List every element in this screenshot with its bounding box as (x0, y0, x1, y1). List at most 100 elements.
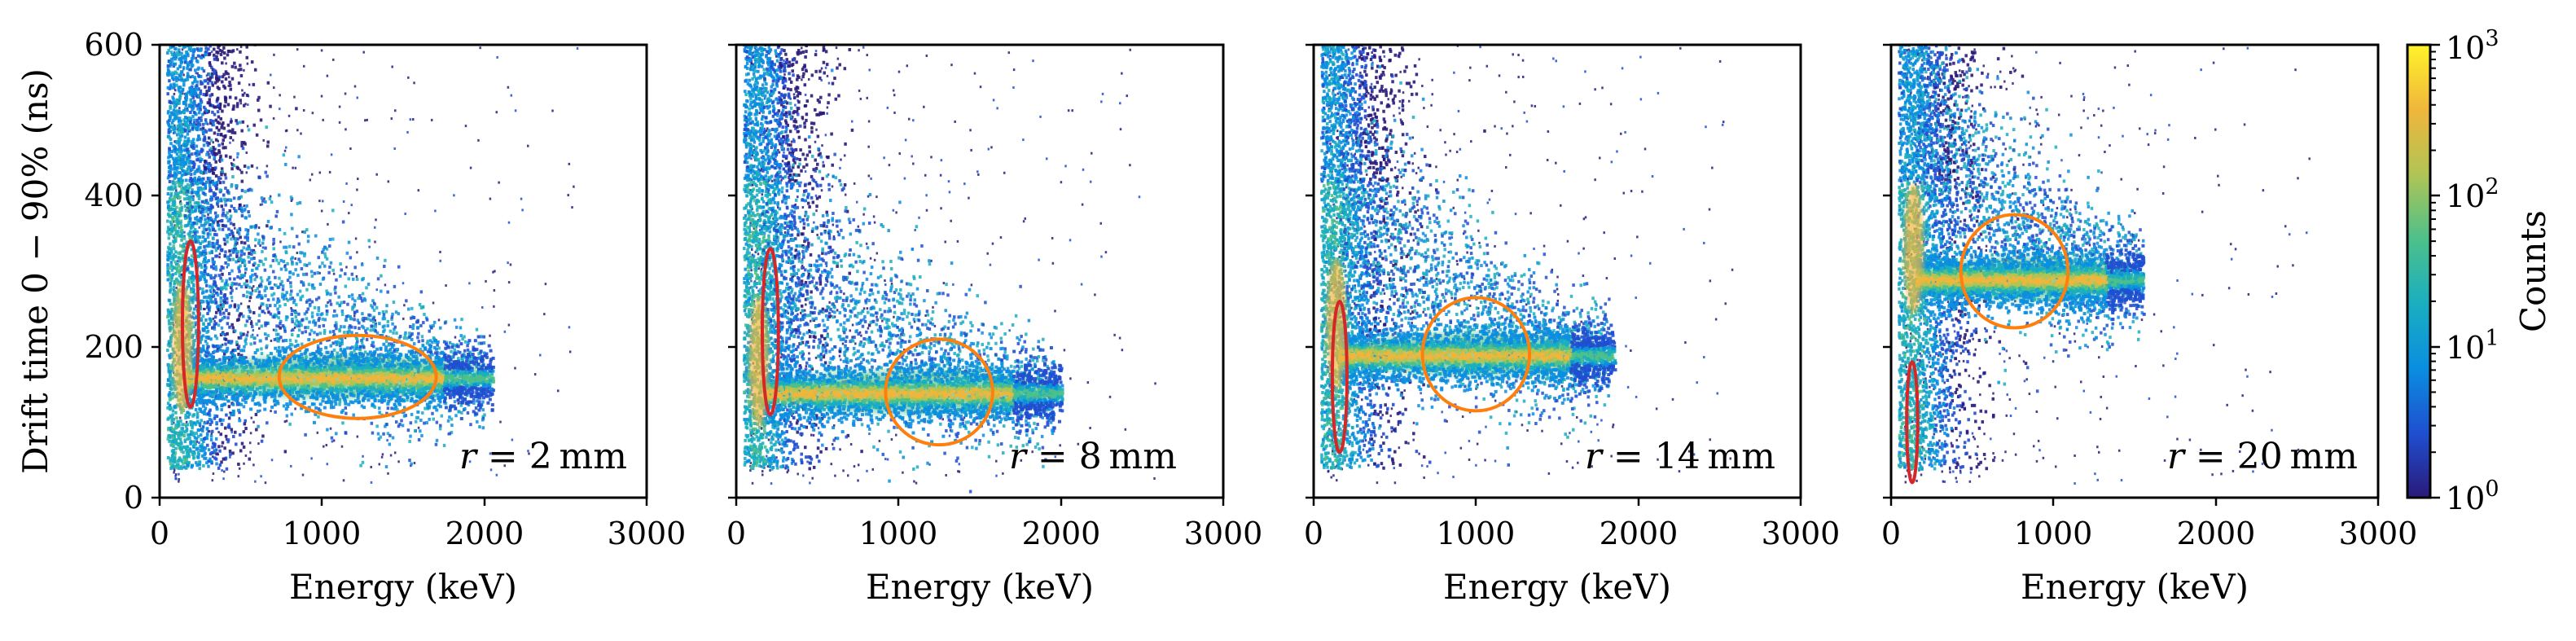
heatmap-bin (171, 41, 174, 44)
heatmap-bin (186, 108, 189, 112)
heatmap-bin (175, 99, 178, 103)
heatmap-bin (221, 213, 225, 217)
heatmap-bin (194, 323, 197, 327)
heatmap-bin (239, 276, 242, 280)
heatmap-bin (454, 336, 457, 339)
heatmap-bin (174, 437, 178, 441)
heatmap-bin (420, 335, 424, 339)
heatmap-bin (247, 255, 250, 259)
heatmap-bin (183, 230, 186, 234)
heatmap-bin (212, 441, 215, 446)
heatmap-bin (266, 298, 270, 302)
heatmap-bin (191, 299, 195, 303)
heatmap-bin (215, 254, 219, 258)
heatmap-bin (182, 465, 186, 469)
heatmap-bin (282, 153, 286, 157)
heatmap-bin (313, 271, 317, 275)
heatmap-bin (195, 437, 199, 441)
heatmap-bin (166, 379, 170, 383)
heatmap-bin (239, 50, 242, 54)
heatmap-bin (226, 53, 230, 57)
heatmap-bin (419, 353, 422, 357)
heatmap-bin (220, 177, 222, 180)
heatmap-bin (235, 392, 238, 396)
heatmap-bin (265, 421, 269, 425)
heatmap-bin (335, 327, 338, 331)
heatmap-bin (382, 314, 385, 318)
heatmap-bin (189, 92, 192, 96)
heatmap-bin (272, 237, 275, 241)
heatmap-bin (169, 247, 173, 251)
heatmap-bin (430, 326, 433, 330)
heatmap-bin (197, 165, 200, 169)
heatmap-bin (216, 214, 220, 218)
heatmap-bin (220, 422, 224, 426)
heatmap-bin (270, 200, 274, 204)
heatmap-bin (229, 291, 233, 295)
heatmap-bin (203, 208, 205, 211)
heatmap-bin (175, 152, 179, 156)
heatmap-bin (217, 445, 221, 449)
heatmap-bin (191, 279, 195, 283)
heatmap-bin (352, 413, 355, 417)
heatmap-bin (223, 197, 226, 201)
heatmap-bin (239, 312, 244, 316)
heatmap-bin (202, 401, 205, 405)
heatmap-bin (173, 254, 178, 258)
heatmap-bin (507, 261, 509, 265)
heatmap-bin (196, 235, 200, 239)
heatmap-bin (303, 252, 306, 256)
heatmap-bin (178, 116, 182, 121)
heatmap-bin (256, 334, 259, 337)
heatmap-bin (200, 239, 204, 244)
heatmap-bin (273, 313, 276, 317)
heatmap-bin (297, 328, 301, 332)
heatmap-bin (181, 87, 185, 91)
heatmap-bin (344, 128, 347, 131)
heatmap-bin (360, 262, 364, 266)
heatmap-bin (174, 175, 178, 179)
heatmap-bin (527, 144, 529, 147)
heatmap-bin (187, 275, 191, 279)
heatmap-bin (241, 120, 245, 124)
heatmap-bin (219, 345, 223, 349)
heatmap-bin (463, 407, 467, 411)
heatmap-bin (291, 256, 294, 260)
heatmap-bin (244, 337, 248, 341)
heatmap-bin (372, 345, 375, 349)
heatmap-bin (208, 307, 211, 311)
heatmap-bin (249, 432, 252, 435)
heatmap-bin (210, 151, 213, 155)
heatmap-bin (294, 268, 297, 272)
heatmap-bin (194, 204, 198, 209)
heatmap-bin (230, 163, 235, 167)
heatmap-bin (222, 457, 226, 461)
heatmap-bin (221, 218, 224, 222)
heatmap-bin (472, 345, 475, 349)
heatmap-bin (221, 441, 225, 445)
heatmap-bin (222, 237, 226, 241)
heatmap-bin (178, 480, 180, 483)
heatmap-bin (273, 53, 275, 56)
heatmap-bin (252, 257, 256, 261)
heatmap-bin (189, 49, 193, 53)
heatmap-bin (310, 314, 314, 318)
heatmap-bin (208, 299, 213, 303)
heatmap-bin (187, 209, 191, 213)
heatmap-bin (189, 173, 193, 177)
heatmap-bin (192, 316, 196, 320)
heatmap-bin (236, 346, 240, 350)
heatmap-bin (191, 223, 194, 227)
heatmap-bin (240, 141, 244, 145)
heatmap-bin (361, 324, 364, 328)
heatmap-bin (245, 279, 248, 283)
heatmap-bin (198, 226, 200, 229)
heatmap-bin (224, 176, 228, 180)
heatmap-bin (208, 152, 210, 156)
heatmap-bin (369, 314, 372, 318)
heatmap-bin (166, 349, 169, 353)
heatmap-bin (199, 433, 203, 437)
heatmap-bin (189, 270, 193, 274)
heatmap-bin (172, 244, 175, 248)
heatmap-bin (170, 387, 173, 391)
